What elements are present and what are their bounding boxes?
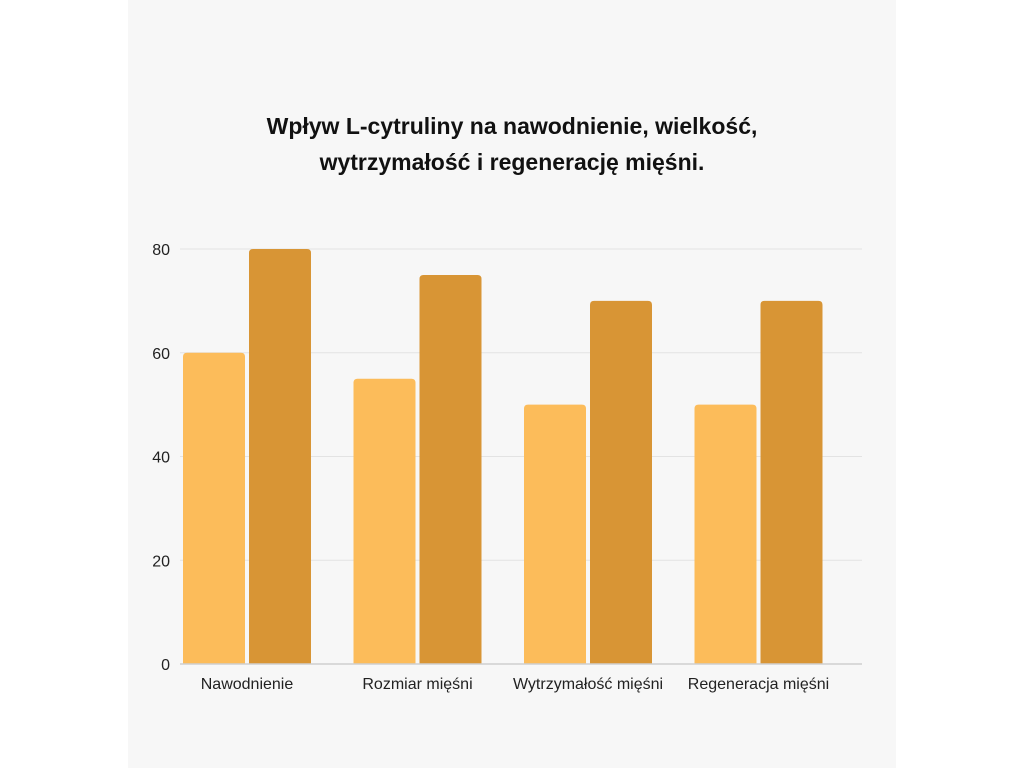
y-tick-label: 40: [152, 450, 170, 467]
y-tick-label: 60: [152, 346, 170, 363]
x-axis-labels: Nawodnienie Rozmiar mięśni Wytrzymałość mi…: [201, 676, 829, 693]
chart-title-line-2: wytrzymałość i regenerację mięśni.: [319, 149, 705, 175]
x-category-label: Wytrzymałość mięśni: [513, 676, 663, 693]
chart-title: Wpływ L-cytruliny na nawodnienie, wielko…: [128, 108, 896, 180]
bar-light-3: [694, 404, 757, 664]
bar-dark-2: [590, 300, 652, 664]
y-tick-label: 0: [161, 657, 170, 674]
bar-light-2: [524, 404, 586, 664]
bars: [183, 249, 823, 664]
y-axis-ticks: 0 20 40 60 80: [152, 242, 170, 674]
y-tick-label: 80: [152, 242, 170, 259]
bar-dark-3: [760, 300, 823, 664]
chart-title-line-1: Wpływ L-cytruliny na nawodnienie, wielko…: [266, 113, 758, 139]
bar-dark-0: [249, 249, 311, 664]
x-category-label: Rozmiar mięśni: [362, 676, 472, 693]
x-category-label: Regeneracja mięśni: [688, 676, 829, 693]
bar-light-1: [353, 378, 416, 664]
x-category-label: Nawodnienie: [201, 676, 294, 693]
bar-dark-1: [419, 274, 482, 664]
y-tick-label: 20: [152, 553, 170, 570]
bar-light-0: [183, 352, 245, 664]
